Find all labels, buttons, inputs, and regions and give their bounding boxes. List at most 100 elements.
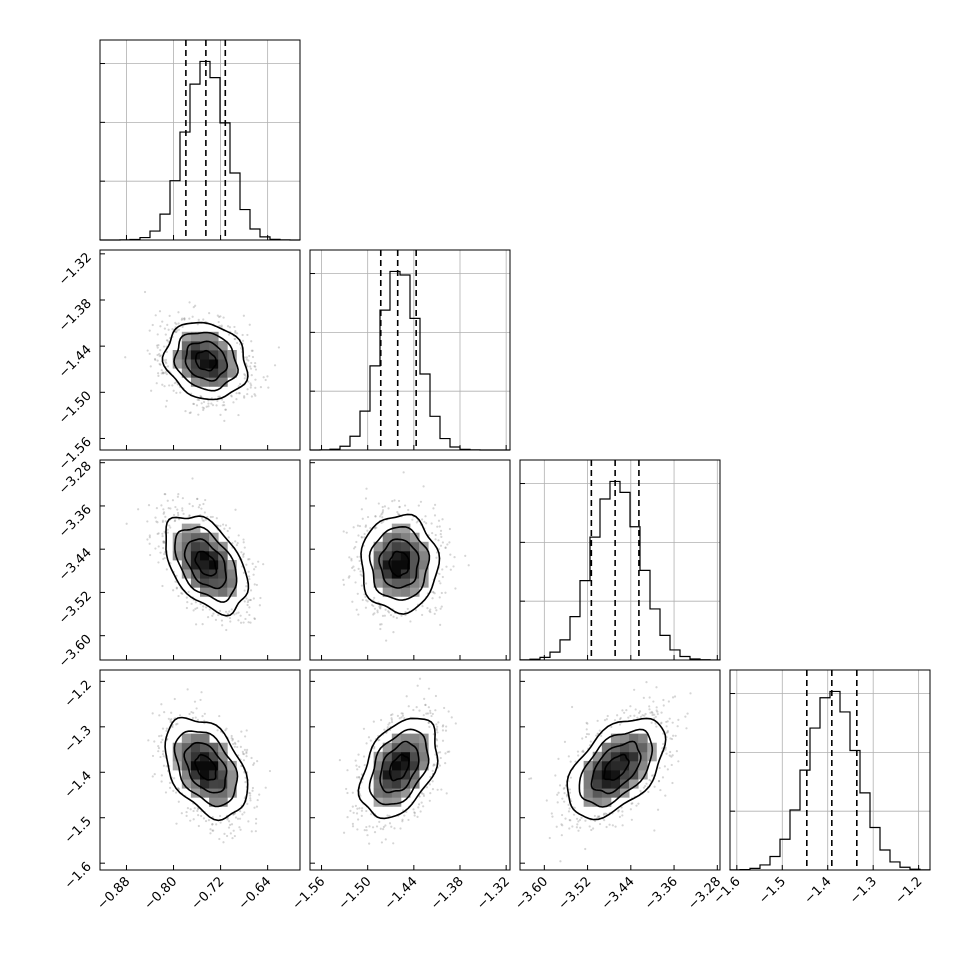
sample-point — [656, 710, 659, 713]
sample-point — [248, 354, 251, 358]
sample-point — [193, 807, 196, 810]
sample-point — [224, 524, 228, 527]
sample-point — [354, 545, 357, 549]
sample-point — [401, 712, 404, 715]
sample-point — [177, 493, 180, 496]
sample-point — [242, 552, 245, 555]
sample-point — [645, 782, 648, 785]
sample-point — [388, 814, 391, 817]
sample-point — [659, 788, 662, 792]
sample-point — [202, 519, 206, 522]
sample-point — [671, 754, 674, 757]
sample-point — [176, 511, 180, 515]
sample-point — [243, 735, 247, 738]
sample-point — [233, 834, 236, 838]
density-cell — [200, 587, 210, 597]
sample-point — [424, 703, 427, 706]
sample-point — [201, 608, 204, 611]
sample-point — [365, 825, 368, 829]
sample-point — [360, 814, 363, 817]
sample-point — [391, 713, 394, 716]
sample-point — [435, 609, 438, 612]
scatter-panel-1-0 — [99, 249, 301, 451]
sample-point — [217, 613, 220, 617]
sample-point — [585, 721, 588, 725]
contour-level-3 — [360, 513, 441, 615]
sample-point — [436, 731, 439, 734]
sample-point — [251, 789, 254, 792]
sample-point — [188, 514, 191, 517]
sample-point — [364, 606, 368, 609]
sample-point — [431, 531, 434, 535]
sample-point — [405, 810, 408, 814]
sample-point — [433, 514, 437, 517]
contour-level-0 — [388, 753, 410, 782]
density-cell — [410, 779, 420, 789]
sample-point — [440, 788, 443, 791]
sample-point — [366, 515, 370, 519]
sample-point — [268, 769, 272, 773]
sample-point — [238, 817, 242, 820]
sample-point — [246, 388, 249, 391]
sample-point — [425, 712, 428, 715]
sample-point — [220, 325, 223, 329]
sample-point — [389, 713, 393, 717]
sample-point — [423, 697, 426, 700]
sample-point — [181, 509, 184, 512]
density-cell — [601, 751, 612, 762]
sample-point — [177, 328, 181, 331]
sample-point — [422, 805, 425, 808]
sample-point — [246, 600, 249, 604]
sample-point — [452, 565, 455, 568]
panel-frame — [99, 459, 301, 661]
sample-point — [211, 823, 214, 826]
density-cell — [583, 779, 594, 789]
sample-point — [211, 404, 215, 407]
sample-point — [175, 322, 178, 326]
sample-point — [373, 596, 376, 599]
sample-point — [167, 717, 170, 720]
sample-point — [238, 343, 242, 346]
density-cell — [583, 770, 594, 780]
sample-point — [426, 712, 430, 715]
density-cell — [620, 733, 630, 744]
sample-point — [191, 477, 194, 480]
density-cell — [373, 560, 384, 570]
sample-point — [435, 737, 438, 741]
sample-point — [378, 820, 381, 824]
density-cell — [200, 368, 210, 378]
sample-point — [198, 503, 201, 507]
sample-point — [668, 717, 671, 720]
sample-point — [578, 818, 582, 822]
sample-point — [250, 756, 253, 760]
sample-point — [192, 402, 195, 405]
panel-frame — [99, 669, 301, 871]
sample-point — [183, 317, 186, 320]
sample-point — [266, 375, 269, 378]
sample-point — [342, 831, 346, 834]
density-cell — [419, 751, 429, 762]
sample-point — [196, 323, 199, 326]
sample-point — [581, 750, 584, 753]
sample-point — [161, 584, 164, 588]
sample-point — [432, 507, 435, 510]
sample-point — [212, 612, 215, 615]
sample-point — [251, 355, 255, 359]
sample-point — [569, 760, 572, 763]
sample-point — [383, 505, 387, 508]
sample-point — [166, 499, 169, 502]
sample-point — [426, 606, 429, 610]
sample-point — [231, 738, 234, 741]
sample-point — [164, 520, 167, 523]
sample-point — [354, 804, 357, 808]
sample-point — [165, 765, 168, 768]
sample-point — [185, 814, 188, 817]
sample-point — [644, 784, 647, 788]
sample-point — [358, 776, 361, 779]
sample-point — [157, 545, 160, 548]
sample-point — [185, 606, 188, 610]
sample-point — [419, 500, 423, 503]
sample-point — [241, 813, 244, 816]
sample-point — [352, 565, 355, 568]
